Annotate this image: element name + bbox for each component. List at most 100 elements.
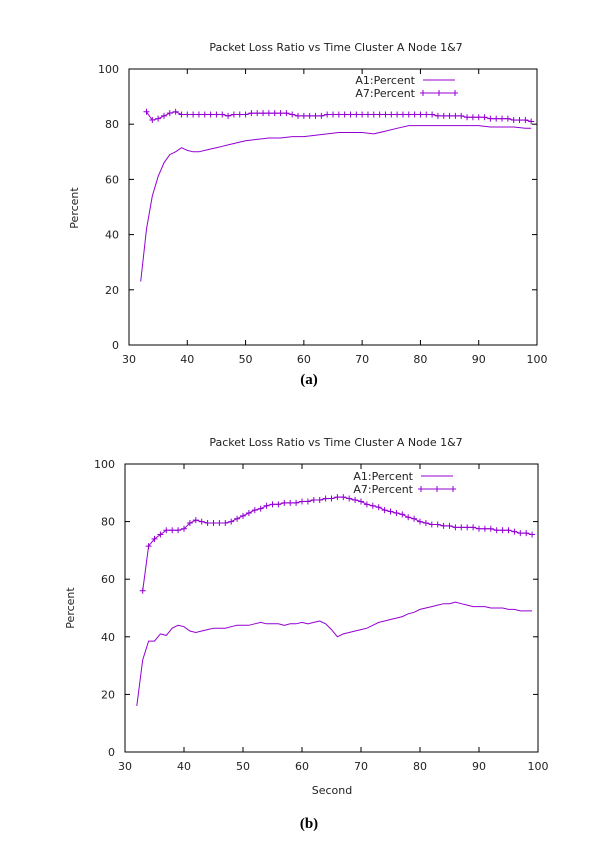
data-point-marker xyxy=(149,117,156,124)
legend-label: A7:Percent xyxy=(355,87,415,100)
data-point-marker xyxy=(334,494,341,501)
data-point-marker xyxy=(265,110,272,117)
plot-frame xyxy=(124,463,539,753)
data-point-marker xyxy=(225,112,232,119)
y-tick-label: 0 xyxy=(112,339,119,352)
data-point-marker xyxy=(353,111,360,118)
series-group xyxy=(140,108,535,282)
data-point-marker xyxy=(275,501,282,508)
data-point-marker xyxy=(245,509,252,516)
data-point-marker xyxy=(411,111,418,118)
y-tick-label: 80 xyxy=(101,516,115,529)
x-axis-label: Second xyxy=(312,784,352,797)
data-point-marker xyxy=(423,111,430,118)
data-point-marker xyxy=(411,515,418,522)
figure-caption: (a) xyxy=(300,372,318,388)
data-point-marker xyxy=(219,111,226,118)
data-point-marker xyxy=(330,111,336,118)
data-point-marker xyxy=(172,108,179,115)
data-point-marker xyxy=(370,111,377,118)
data-point-marker xyxy=(516,117,523,124)
x-tick-label: 100 xyxy=(527,353,548,366)
y-tick-label: 100 xyxy=(94,458,115,471)
data-point-marker xyxy=(405,514,412,521)
data-point-marker xyxy=(178,111,185,118)
x-tick-label: 90 xyxy=(472,353,486,366)
data-point-marker xyxy=(322,495,329,502)
y-tick-label: 0 xyxy=(108,746,115,759)
data-point-marker xyxy=(295,112,302,119)
data-point-marker xyxy=(458,112,465,119)
data-point-marker xyxy=(529,531,536,538)
data-point-marker xyxy=(464,114,471,121)
data-point-marker xyxy=(160,112,167,119)
legend-marker xyxy=(450,486,456,492)
data-point-marker xyxy=(364,111,371,118)
data-point-marker xyxy=(181,525,187,532)
series-line-a1-percent xyxy=(136,601,533,706)
data-point-marker xyxy=(316,497,323,503)
series-line-a1-percent xyxy=(140,125,532,282)
data-point-marker xyxy=(399,511,406,518)
data-point-marker xyxy=(257,505,264,512)
data-point-marker xyxy=(263,502,270,509)
data-point-marker xyxy=(175,527,182,534)
data-point-marker xyxy=(236,111,243,118)
legend-marker xyxy=(452,90,458,96)
data-point-marker xyxy=(528,118,535,125)
data-point-marker xyxy=(511,528,518,535)
data-point-marker xyxy=(429,111,436,118)
data-point-marker xyxy=(505,527,512,534)
x-tick-label: 60 xyxy=(297,353,311,366)
axis-ticks: 30 40 50 60 70 80 90 100 0 20 40 60 80 100 xyxy=(98,63,548,366)
data-point-marker xyxy=(260,110,267,117)
y-tick-label: 60 xyxy=(105,173,119,186)
data-point-marker xyxy=(428,521,435,528)
data-point-marker xyxy=(359,111,366,118)
data-point-marker xyxy=(293,499,300,506)
data-point-marker xyxy=(475,114,482,121)
axis-ticks: 30 40 50 60 70 80 90 100 0 20 40 60 80 100 xyxy=(94,458,549,773)
data-point-marker xyxy=(204,520,211,527)
y-tick-label: 20 xyxy=(101,688,115,701)
legend-label: A1:Percent xyxy=(353,470,413,483)
data-point-marker xyxy=(216,520,223,527)
data-point-marker xyxy=(499,115,506,122)
y-tick-label: 40 xyxy=(101,631,115,644)
x-tick-label: 40 xyxy=(180,353,194,366)
data-point-marker xyxy=(405,111,412,118)
data-point-marker xyxy=(207,111,214,118)
data-point-marker xyxy=(277,110,284,117)
y-tick-label: 100 xyxy=(98,63,119,76)
series-line-a7-percent xyxy=(142,496,533,591)
y-axis-label: Percent xyxy=(68,187,81,229)
legend-marker xyxy=(436,90,442,96)
data-point-marker xyxy=(522,117,529,124)
x-tick-label: 30 xyxy=(122,353,136,366)
data-point-marker xyxy=(166,110,173,117)
data-point-marker xyxy=(446,522,453,529)
data-point-marker xyxy=(358,498,364,505)
data-point-marker xyxy=(300,112,307,119)
data-point-marker xyxy=(163,527,170,534)
data-point-marker xyxy=(422,520,429,527)
legend-marker xyxy=(418,486,424,492)
data-point-marker xyxy=(352,497,359,503)
data-point-marker xyxy=(499,527,506,534)
data-point-marker xyxy=(192,517,199,524)
data-point-marker xyxy=(283,110,290,117)
data-point-marker xyxy=(440,522,447,529)
data-point-marker xyxy=(341,111,348,118)
data-point-marker xyxy=(271,110,278,117)
data-point-marker xyxy=(376,111,383,118)
x-tick-label: 80 xyxy=(413,353,427,366)
data-point-marker xyxy=(228,518,235,525)
data-point-marker xyxy=(375,504,382,511)
legend-label: A7:Percent xyxy=(353,483,413,496)
data-point-marker xyxy=(363,501,370,508)
x-tick-label: 50 xyxy=(236,760,250,773)
data-point-marker xyxy=(452,524,459,531)
x-tick-label: 40 xyxy=(177,760,191,773)
data-point-marker xyxy=(210,520,217,527)
data-point-marker xyxy=(493,115,500,122)
